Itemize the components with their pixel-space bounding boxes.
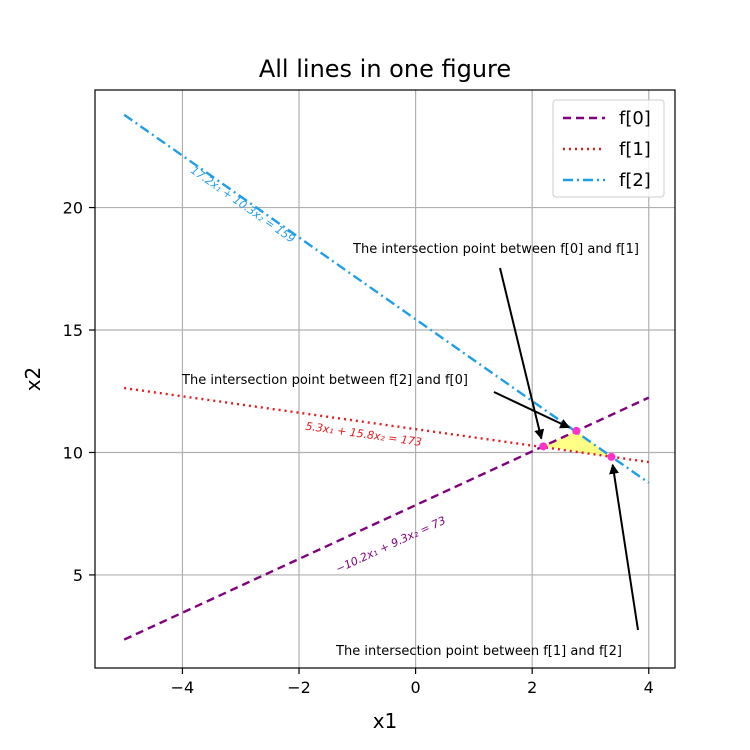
grid [95, 90, 675, 668]
chart-title: All lines in one figure [259, 55, 511, 83]
intersection-point-0 [539, 442, 548, 451]
annotations: The intersection point between f[0] and … [181, 242, 639, 659]
series-line-1 [123, 386, 649, 464]
x-tick-label: 4 [644, 678, 654, 697]
intersection-points [539, 426, 616, 461]
legend-entry-1: f[1] [619, 139, 651, 160]
x-tick-label: −2 [287, 678, 311, 697]
axis-ticks: −4 −2 0 2 4 5 10 15 20 [63, 199, 654, 697]
y-tick-label: 20 [63, 199, 83, 218]
intersection-point-2 [607, 452, 616, 461]
y-tick-label: 10 [63, 443, 83, 462]
y-tick-label: 15 [63, 321, 83, 340]
legend-entry-0: f[0] [619, 108, 651, 129]
x-tick-label: 2 [527, 678, 537, 697]
legend: f[0] f[1] f[2] [552, 99, 665, 198]
x-tick-label: 0 [411, 678, 421, 697]
x-tick-label: −4 [171, 678, 195, 697]
series-line-0 [123, 396, 650, 641]
y-axis-label: x2 [21, 367, 45, 392]
annotation-arrow-2 [609, 463, 639, 631]
legend-entry-2: f[2] [619, 170, 651, 191]
intersection-point-1 [572, 426, 581, 435]
annotation-text-1: The intersection point between f[2] and … [181, 373, 468, 388]
annotation-arrow-1 [493, 391, 571, 429]
y-tick-label: 5 [73, 566, 83, 585]
plot-frame [94, 89, 676, 669]
annotation-text-0: The intersection point between f[0] and … [352, 242, 639, 257]
legend-box [552, 99, 665, 198]
x-axis-label: x1 [373, 709, 398, 733]
feasible-region [543, 430, 612, 457]
annotation-text-2: The intersection point between f[1] and … [335, 644, 622, 659]
